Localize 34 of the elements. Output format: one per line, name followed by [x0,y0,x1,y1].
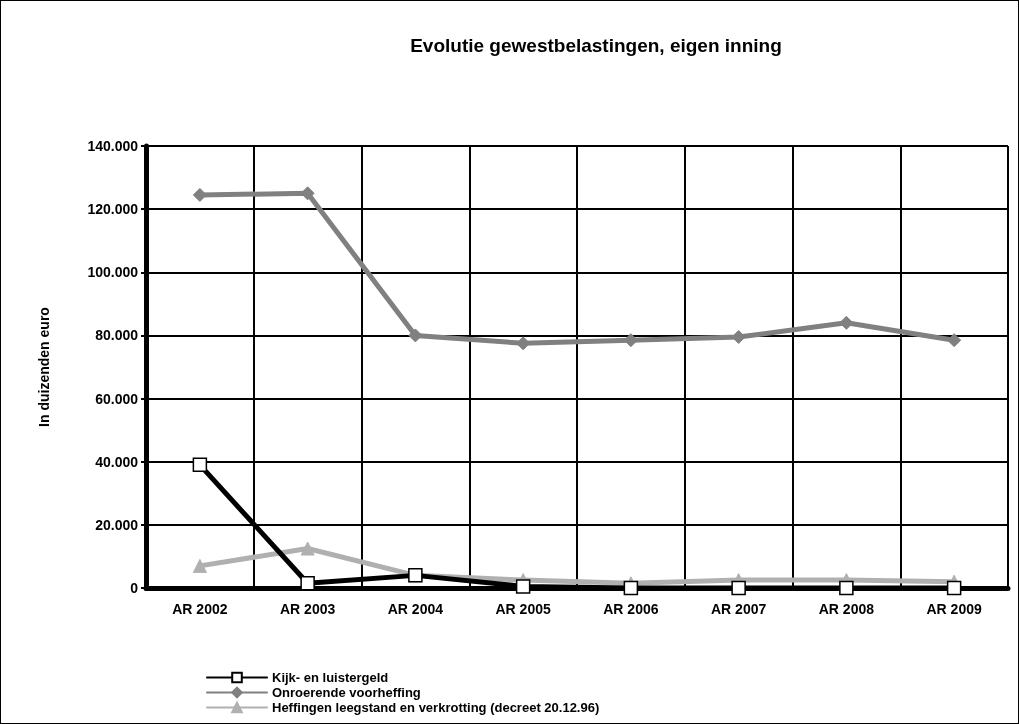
point [731,580,746,596]
point [515,579,531,594]
chart-title: Evolutie gewestbelastingen, eigen inning [410,35,782,56]
y-tick-label: 140.000 [87,138,139,154]
point [300,541,315,556]
point [192,457,208,473]
y-tick-label: 40.000 [95,453,139,470]
point [839,315,854,330]
x-tick-label: AR 2007 [710,601,767,617]
legend-label: Onroerende voorheffing [272,685,421,700]
legend-label: Kijk- en luistergeld [272,670,389,685]
x-tick-label: AR 2006 [603,601,659,617]
x-tick-label: AR 2005 [495,601,551,617]
legend-label: Heffingen leegstand en verkrotting (decreet 20.12.96) [272,700,600,715]
point [192,187,207,202]
x-tick-label: AR 2002 [172,601,228,617]
x-tick-label: AR 2004 [387,601,444,617]
y-tick-label: 20.000 [95,516,139,533]
point [408,328,423,343]
point [839,580,854,596]
x-tick-label: AR 2008 [818,601,875,617]
point [300,576,315,591]
point [192,558,207,573]
y-tick-label: 80.000 [95,327,139,344]
x-tick-label: AR 2003 [279,601,336,617]
y-axis-title: In duizenden euro [36,307,52,427]
point [946,580,962,596]
x-tick-label: AR 2009 [926,601,982,617]
point [947,333,962,348]
y-tick-label: 60.000 [95,390,139,407]
y-tick-label: 120.000 [87,201,139,218]
y-tick-label: 0 [130,580,139,596]
y-tick-label: 100.000 [87,264,139,281]
point [623,580,639,596]
